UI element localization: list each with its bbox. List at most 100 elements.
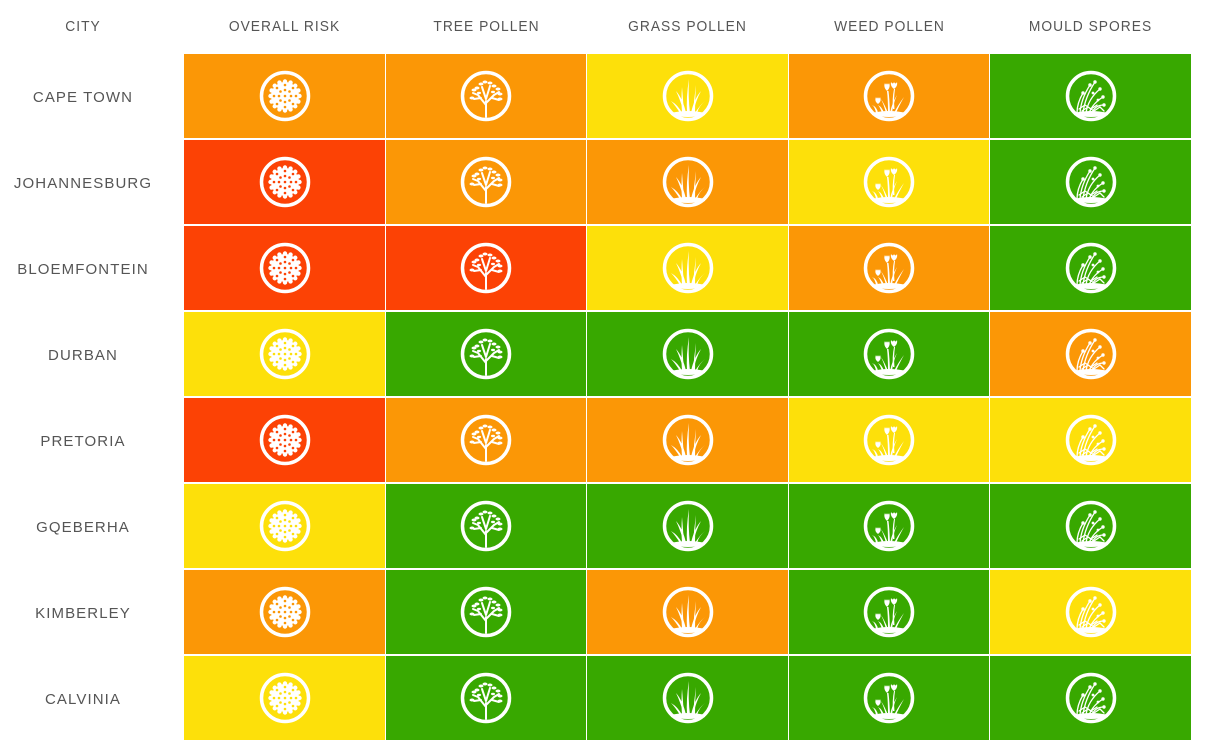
risk-cell-overall-risk bbox=[184, 140, 385, 224]
risk-cell-grass-pollen bbox=[587, 140, 788, 224]
risk-cell-overall-risk bbox=[184, 570, 385, 654]
risk-cell-tree-pollen bbox=[386, 656, 586, 740]
risk-cell-grass-pollen bbox=[587, 484, 788, 568]
pollen-grain-icon bbox=[259, 156, 310, 208]
tree-icon bbox=[460, 328, 512, 380]
weed-flower-icon bbox=[863, 156, 915, 208]
pollen-grain-icon bbox=[259, 672, 310, 724]
weed-flower-icon bbox=[863, 500, 915, 552]
tree-icon bbox=[460, 586, 512, 638]
weed-flower-icon bbox=[863, 672, 915, 724]
table-row: CAPE TOWN bbox=[0, 54, 1210, 140]
risk-cell-weed-pollen bbox=[789, 140, 989, 224]
mould-spores-icon bbox=[1065, 500, 1116, 552]
city-label: GQEBERHA bbox=[36, 518, 130, 536]
pollen-grain-icon bbox=[259, 586, 310, 638]
table-row: JOHANNESBURG bbox=[0, 140, 1210, 226]
risk-cell-weed-pollen bbox=[789, 312, 989, 396]
risk-cell-mould-spores bbox=[990, 226, 1191, 310]
weed-flower-icon bbox=[863, 70, 915, 122]
risk-cell-weed-pollen bbox=[789, 656, 989, 740]
risk-cell-weed-pollen bbox=[789, 54, 989, 138]
risk-cell-grass-pollen bbox=[587, 656, 788, 740]
pollen-grain-icon bbox=[259, 414, 310, 466]
risk-cell-grass-pollen bbox=[587, 312, 788, 396]
city-label: JOHANNESBURG bbox=[13, 174, 153, 192]
header-city: CITY bbox=[65, 18, 101, 35]
risk-cell-overall-risk bbox=[184, 312, 385, 396]
grass-icon bbox=[662, 672, 713, 724]
risk-cell-overall-risk bbox=[184, 656, 385, 740]
risk-cell-overall-risk bbox=[184, 54, 385, 138]
weed-flower-icon bbox=[863, 414, 915, 466]
risk-cell-mould-spores bbox=[990, 398, 1191, 482]
city-label: CALVINIA bbox=[44, 690, 122, 708]
mould-spores-icon bbox=[1065, 672, 1116, 724]
mould-spores-icon bbox=[1065, 70, 1116, 122]
pollen-grain-icon bbox=[259, 242, 310, 294]
city-label: CAPE TOWN bbox=[32, 88, 134, 106]
pollen-grain-icon bbox=[259, 328, 310, 380]
weed-flower-icon bbox=[863, 242, 915, 294]
risk-cell-overall-risk bbox=[184, 484, 385, 568]
weed-flower-icon bbox=[863, 586, 915, 638]
table-row: BLOEMFONTEIN bbox=[0, 226, 1210, 312]
tree-icon bbox=[460, 500, 512, 552]
risk-cell-weed-pollen bbox=[789, 484, 989, 568]
risk-cell-grass-pollen bbox=[587, 570, 788, 654]
risk-cell-mould-spores bbox=[990, 656, 1191, 740]
grass-icon bbox=[662, 586, 713, 638]
city-label: PRETORIA bbox=[40, 432, 126, 450]
risk-cell-tree-pollen bbox=[386, 312, 586, 396]
grass-icon bbox=[662, 242, 713, 294]
table-row: PRETORIA bbox=[0, 398, 1210, 484]
header-overall-risk: OVERALL RISK bbox=[228, 18, 341, 35]
grass-icon bbox=[662, 156, 713, 208]
risk-cell-mould-spores bbox=[990, 570, 1191, 654]
city-label: KIMBERLEY bbox=[35, 604, 131, 622]
risk-cell-tree-pollen bbox=[386, 54, 586, 138]
table-row: DURBAN bbox=[0, 312, 1210, 398]
risk-cell-mould-spores bbox=[990, 312, 1191, 396]
city-label: BLOEMFONTEIN bbox=[17, 260, 149, 278]
risk-cell-weed-pollen bbox=[789, 226, 989, 310]
header-grass-pollen: GRASS POLLEN bbox=[628, 18, 747, 35]
mould-spores-icon bbox=[1065, 242, 1116, 294]
tree-icon bbox=[460, 414, 512, 466]
risk-cell-grass-pollen bbox=[587, 54, 788, 138]
risk-cell-overall-risk bbox=[184, 398, 385, 482]
risk-cell-tree-pollen bbox=[386, 484, 586, 568]
risk-cell-tree-pollen bbox=[386, 398, 586, 482]
tree-icon bbox=[460, 242, 512, 294]
mould-spores-icon bbox=[1065, 414, 1116, 466]
table-row: CALVINIA bbox=[0, 656, 1210, 742]
mould-spores-icon bbox=[1065, 328, 1116, 380]
city-label: DURBAN bbox=[48, 346, 118, 364]
pollen-grain-icon bbox=[259, 500, 310, 552]
risk-cell-mould-spores bbox=[990, 54, 1191, 138]
header-mould-spores: MOULD SPORES bbox=[1028, 18, 1153, 35]
table-row: KIMBERLEY bbox=[0, 570, 1210, 656]
header-weed-pollen: WEED POLLEN bbox=[834, 18, 945, 35]
risk-cell-weed-pollen bbox=[789, 570, 989, 654]
header-tree-pollen: TREE POLLEN bbox=[433, 18, 540, 35]
risk-cell-grass-pollen bbox=[587, 226, 788, 310]
tree-icon bbox=[460, 156, 512, 208]
grass-icon bbox=[662, 500, 713, 552]
tree-icon bbox=[460, 672, 512, 724]
weed-flower-icon bbox=[863, 328, 915, 380]
risk-cell-tree-pollen bbox=[386, 140, 586, 224]
grass-icon bbox=[662, 70, 713, 122]
header-row: CITY OVERALL RISK TREE POLLEN GRASS POLL… bbox=[0, 0, 1210, 53]
risk-cell-mould-spores bbox=[990, 140, 1191, 224]
mould-spores-icon bbox=[1065, 586, 1116, 638]
tree-icon bbox=[460, 70, 512, 122]
grass-icon bbox=[662, 414, 713, 466]
grass-icon bbox=[662, 328, 713, 380]
risk-cell-grass-pollen bbox=[587, 398, 788, 482]
pollen-grain-icon bbox=[259, 70, 310, 122]
risk-cell-mould-spores bbox=[990, 484, 1191, 568]
risk-cell-weed-pollen bbox=[789, 398, 989, 482]
risk-cell-tree-pollen bbox=[386, 226, 586, 310]
table-row: GQEBERHA bbox=[0, 484, 1210, 570]
